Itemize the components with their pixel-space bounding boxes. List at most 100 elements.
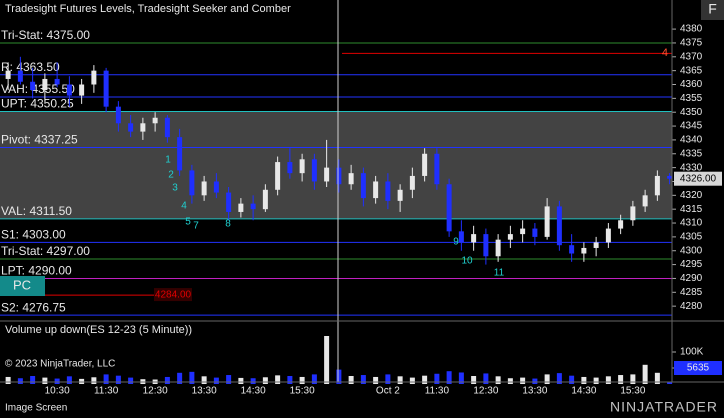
candle-body xyxy=(275,162,281,190)
x-tick-label: 11:30 xyxy=(425,386,450,397)
y-tick-label: 4300 xyxy=(680,245,703,256)
y-tick-label: 4280 xyxy=(680,301,703,312)
f-button-label[interactable]: F xyxy=(708,1,717,17)
y-tick-label: 4290 xyxy=(680,273,703,284)
value-area xyxy=(0,111,672,219)
volume-bar xyxy=(5,376,11,384)
volume-bar xyxy=(409,377,415,384)
candle-body xyxy=(226,192,232,212)
x-tick-label: 13:30 xyxy=(522,386,547,397)
volume-bar xyxy=(544,374,550,384)
level-label: LPT: 4290.00 xyxy=(1,264,72,278)
marker-label: 4284.00 xyxy=(155,290,192,301)
volume-bar xyxy=(115,375,121,384)
candle-body xyxy=(360,173,366,199)
y-tick-label: 4365 xyxy=(680,65,703,76)
candle-body xyxy=(177,137,183,171)
marker-box xyxy=(154,288,192,302)
candle-body xyxy=(593,242,599,248)
candle-body xyxy=(471,234,477,243)
footer-label: Image Screen xyxy=(5,403,67,414)
volume-bar xyxy=(422,375,428,384)
x-tick-label: Oct 2 xyxy=(376,386,400,397)
candle-body xyxy=(532,228,538,237)
volume-bar xyxy=(581,376,587,384)
candle-body xyxy=(581,247,587,254)
volume-last-label: 5635 xyxy=(687,363,710,374)
y-tick-label: 4310 xyxy=(680,218,703,229)
wave-label: 9 xyxy=(453,237,459,248)
candle-body xyxy=(618,220,624,229)
volume-bar xyxy=(446,371,452,384)
x-tick-label: 15:30 xyxy=(620,386,645,397)
last-price-box xyxy=(674,171,722,186)
wave-label: 11 xyxy=(494,268,505,279)
volume-bar xyxy=(213,377,219,384)
volume-bar xyxy=(238,377,244,384)
volume-last-box xyxy=(674,361,722,375)
y-tick-label: 4305 xyxy=(680,232,703,243)
volume-bar xyxy=(79,378,85,384)
level-label: Pivot: 4337.25 xyxy=(1,133,78,147)
level-label: UPT: 4350.25 xyxy=(1,97,74,111)
volume-bar xyxy=(17,378,23,384)
candle-body xyxy=(238,203,244,212)
x-tick-label: 10:30 xyxy=(45,386,70,397)
volume-bar xyxy=(287,376,293,384)
candle-body xyxy=(373,181,379,199)
candle-body xyxy=(495,239,501,257)
candle-body xyxy=(287,162,293,174)
volume-bar xyxy=(201,376,207,384)
y-tick-label: 4345 xyxy=(680,121,703,132)
candle-body xyxy=(115,106,121,124)
volume-bar xyxy=(458,372,464,384)
candle-body xyxy=(164,117,170,138)
volume-bar xyxy=(605,376,611,384)
copyright: © 2023 NinjaTrader, LLC xyxy=(5,359,115,370)
wave-label: 10 xyxy=(461,256,473,267)
volume-bar xyxy=(299,376,305,384)
pc-button[interactable] xyxy=(0,276,45,296)
wave-label: 7 xyxy=(193,221,199,232)
candle-body xyxy=(642,195,648,207)
candle-body xyxy=(17,70,23,82)
candle-body xyxy=(507,234,513,240)
volume-bar xyxy=(642,364,648,384)
wave-label: 1 xyxy=(165,155,171,166)
volume-bar xyxy=(630,374,636,384)
candle-body xyxy=(409,175,415,190)
candle-body xyxy=(54,78,60,85)
candle-body xyxy=(128,123,134,132)
y-tick-label: 4360 xyxy=(680,79,703,90)
wave-label: 3 xyxy=(172,183,178,194)
x-tick-label: 13:30 xyxy=(192,386,217,397)
candle-body xyxy=(201,181,207,196)
volume-bar xyxy=(385,374,391,384)
volume-tick-label: 100K xyxy=(680,347,704,358)
volume-bar xyxy=(336,369,342,384)
last-price-label: 4326.00 xyxy=(680,173,717,184)
candle-body xyxy=(336,167,342,185)
candle-body xyxy=(483,234,489,257)
volume-bar xyxy=(495,376,501,384)
volume-bar xyxy=(569,375,575,384)
volume-bar xyxy=(324,336,330,384)
candle-body xyxy=(91,70,97,85)
y-tick-label: 4340 xyxy=(680,135,703,146)
x-tick-label: 12:30 xyxy=(143,386,168,397)
volume-bar xyxy=(434,373,440,384)
candle-body xyxy=(458,231,464,243)
f-button[interactable] xyxy=(701,0,724,20)
candle-body xyxy=(103,70,109,107)
pc-button-label[interactable]: PC xyxy=(13,277,31,292)
candle-body xyxy=(311,159,317,182)
x-tick-label: 15:30 xyxy=(290,386,315,397)
volume-bar xyxy=(226,375,232,384)
wave-label: 8 xyxy=(225,219,231,230)
x-tick-label: 11:30 xyxy=(94,386,119,397)
y-tick-label: 4330 xyxy=(680,162,703,173)
candle-body xyxy=(42,78,48,91)
y-tick-label: 4295 xyxy=(680,259,703,270)
volume-bar xyxy=(103,374,109,384)
candle-body xyxy=(66,84,72,96)
